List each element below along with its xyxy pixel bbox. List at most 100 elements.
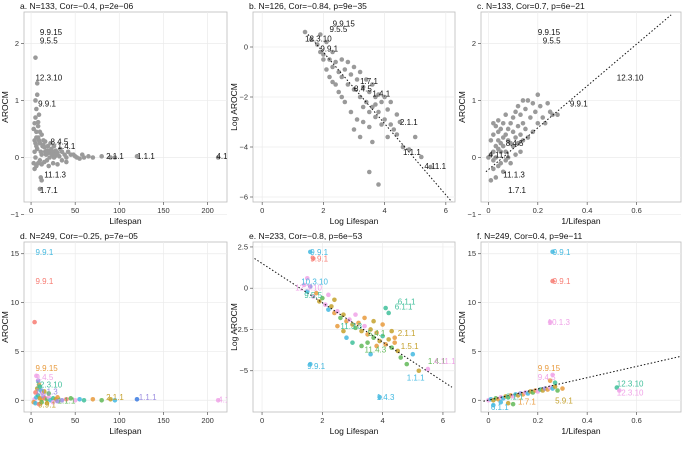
x-tick-label: 150	[157, 206, 170, 215]
point-label: 9.9.1	[310, 248, 328, 257]
data-point	[505, 155, 511, 160]
x-tick-label: 50	[71, 206, 79, 215]
data-point	[419, 154, 424, 160]
data-point	[510, 129, 516, 135]
data-point	[108, 396, 113, 402]
x-axis-label: Lifespan	[109, 426, 141, 436]
point-label: 9.5.5	[40, 37, 58, 46]
data-point	[353, 312, 358, 317]
data-point	[342, 67, 348, 72]
data-point	[374, 330, 379, 336]
x-tick-label: 0	[260, 206, 264, 215]
y-tick-label: −1	[467, 210, 476, 219]
point-label: 1.1.1	[137, 152, 155, 161]
data-point	[357, 94, 363, 100]
y-axis-label: AROCM	[457, 311, 467, 343]
data-point	[394, 112, 400, 117]
x-tick-label: 100	[113, 416, 126, 425]
data-point	[48, 140, 53, 146]
y-tick-label: 15	[468, 249, 476, 258]
panel-b: b. N=126, Cor=−0.84, p=9e−35 0 2 4 6 −6 −4 −2 0 L…	[229, 1, 456, 226]
y-tick-label: 0	[472, 153, 476, 162]
data-point	[339, 94, 345, 100]
data-point	[373, 102, 378, 107]
y-tick-label: 1	[15, 96, 19, 105]
data-point	[354, 77, 360, 82]
data-point	[373, 114, 378, 120]
data-point	[32, 319, 37, 325]
y-tick-label: −1	[10, 210, 19, 219]
data-point	[491, 402, 496, 408]
data-point	[324, 67, 329, 72]
data-point	[523, 126, 528, 132]
x-tick-label: 0	[29, 416, 33, 425]
point-label: 9.9.1	[553, 248, 571, 257]
data-point	[108, 155, 113, 160]
y-axis-label: Log AROCM	[229, 303, 239, 351]
data-point	[523, 106, 528, 112]
plot-content: 9.9.19.9.110.3.1012.3.109.5.56.1.16.1.11…	[254, 248, 455, 402]
point-label: 9.9.1	[38, 99, 56, 108]
y-axis-label: AROCM	[0, 91, 10, 123]
data-point	[324, 39, 329, 45]
data-point	[45, 148, 51, 153]
data-point	[37, 186, 43, 192]
data-point	[34, 92, 40, 98]
data-point	[72, 397, 78, 403]
data-point	[367, 124, 372, 130]
data-point	[535, 92, 541, 98]
point-label: 12.3.10	[295, 283, 322, 292]
point-label: 1.7.1	[40, 186, 58, 195]
data-point	[550, 249, 555, 255]
plot-area	[23, 241, 228, 413]
y-tick-label: 5	[15, 347, 19, 356]
panel-d: d. N=249, Cor=−0.25, p=7e−050 50 100 150 200…	[0, 231, 228, 436]
point-label: 1.7.1	[518, 397, 536, 406]
data-point	[37, 158, 43, 163]
x-tick-label: 0.6	[631, 206, 641, 215]
data-point	[547, 319, 553, 325]
data-point	[388, 122, 394, 127]
y-axis-label: AROCM	[457, 91, 467, 123]
data-point	[404, 361, 410, 367]
data-point	[397, 119, 403, 125]
data-point	[338, 315, 343, 321]
y-tick-label: 1	[472, 96, 476, 105]
point-label: 9.9.1	[570, 99, 588, 108]
data-point	[428, 164, 433, 170]
data-point	[616, 388, 622, 393]
data-point	[308, 37, 314, 42]
data-point	[379, 99, 384, 105]
data-point	[351, 64, 357, 70]
data-point	[34, 373, 39, 379]
plot-content: 9.9.1 9.9.1 10.1.3 9.9.159.4.5 12.3.1012.3.1…	[483, 248, 681, 412]
data-point	[71, 152, 76, 157]
x-tick-label: 0.2	[533, 206, 543, 215]
data-point	[380, 333, 385, 339]
data-point	[348, 109, 354, 115]
y-tick-label: 10	[468, 298, 476, 307]
y-tick-label: 15	[11, 249, 19, 258]
point-label: 9.9.1	[38, 401, 56, 410]
point-label: 12.3.10	[617, 74, 644, 83]
panel-title: f. N=249, Cor=0.4, p=9e−11	[477, 231, 582, 241]
data-point	[368, 351, 373, 357]
plot-area	[480, 241, 682, 413]
data-point	[345, 82, 351, 87]
point-label: 1.1.1	[139, 393, 157, 402]
data-point	[392, 340, 398, 345]
data-point	[317, 299, 322, 304]
x-tick-label: 4	[381, 416, 385, 425]
data-point	[354, 117, 360, 122]
data-point	[513, 135, 518, 140]
data-point	[33, 98, 38, 103]
data-point	[530, 100, 536, 106]
point-label: 9.9.15	[40, 28, 63, 37]
x-tick-label: 4	[383, 206, 387, 215]
point-label: 1.1.1	[403, 148, 421, 157]
point-label: 6.1.1	[491, 403, 509, 412]
data-point	[383, 305, 388, 311]
data-point	[513, 152, 518, 157]
data-point	[339, 57, 345, 62]
